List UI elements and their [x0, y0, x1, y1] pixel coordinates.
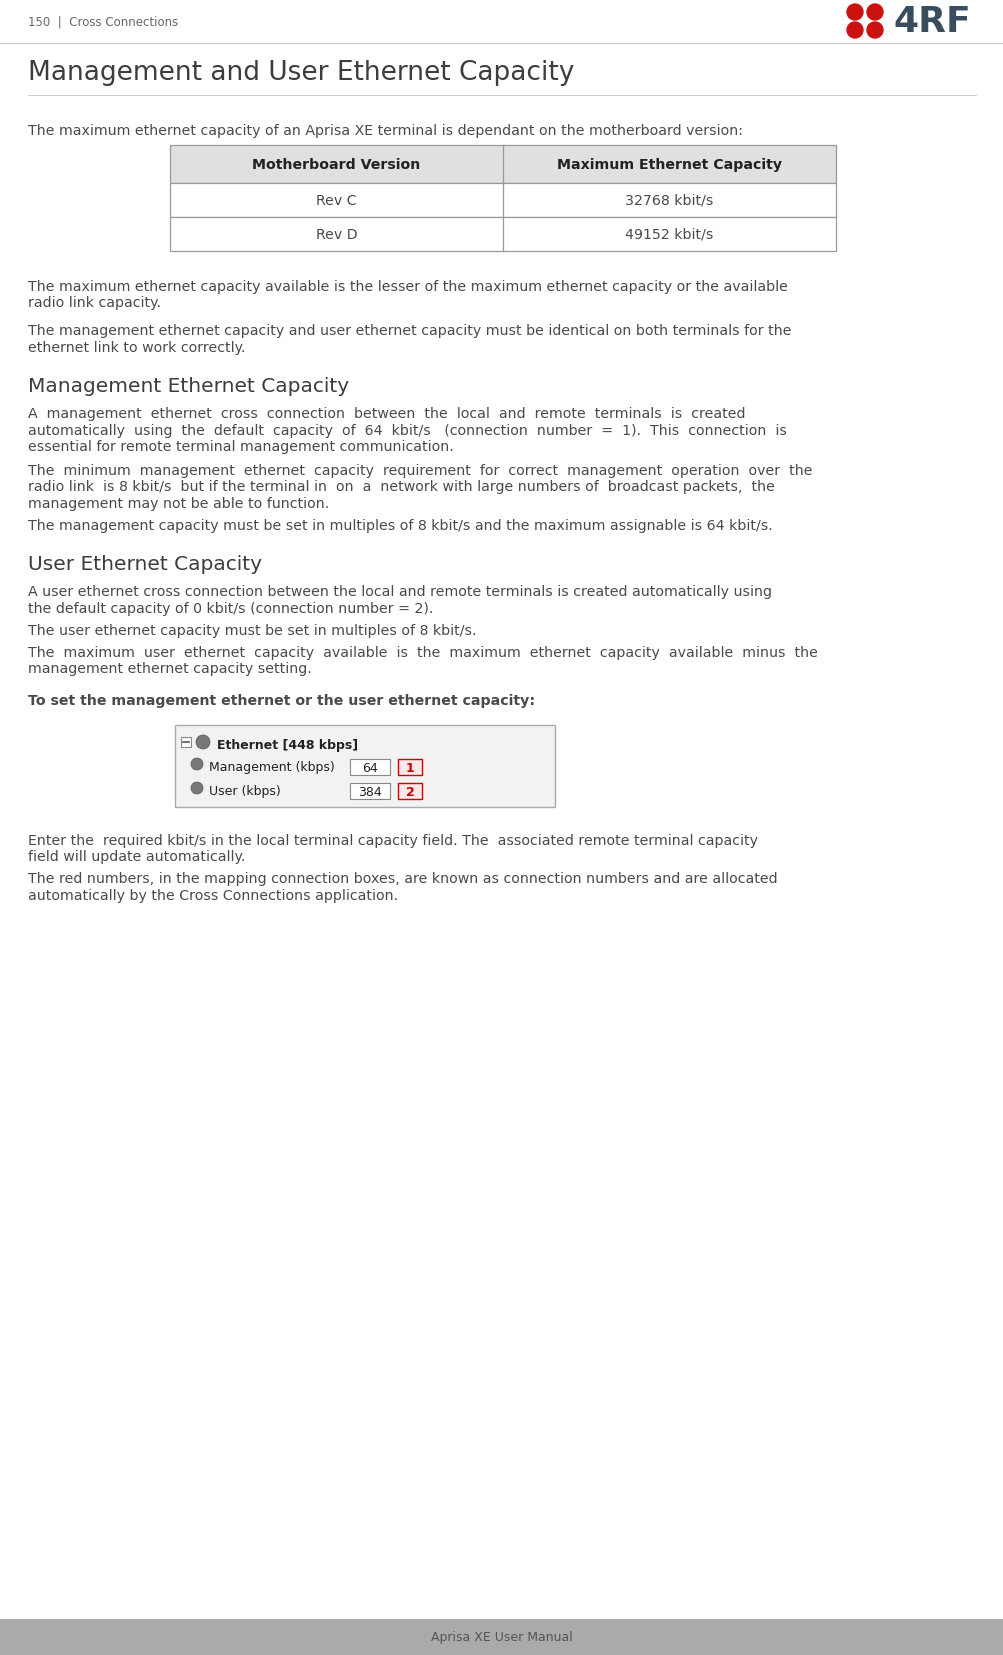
- Text: A  management  ethernet  cross  connection  between  the  local  and  remote  te: A management ethernet cross connection b…: [28, 407, 745, 420]
- Circle shape: [867, 5, 882, 22]
- Text: The maximum ethernet capacity available is the lesser of the maximum ethernet ca: The maximum ethernet capacity available …: [28, 280, 787, 295]
- Text: Management Ethernet Capacity: Management Ethernet Capacity: [28, 377, 349, 396]
- Bar: [397, 783, 421, 799]
- Text: Management (kbps): Management (kbps): [209, 761, 334, 773]
- Text: automatically by the Cross Connections application.: automatically by the Cross Connections a…: [28, 889, 398, 902]
- Bar: [0, 1619, 1003, 1655]
- Text: 64: 64: [362, 761, 377, 775]
- Text: The red numbers, in the mapping connection boxes, are known as connection number: The red numbers, in the mapping connecti…: [28, 872, 777, 885]
- Bar: [170, 184, 835, 218]
- Text: The  minimum  management  ethernet  capacity  requirement  for  correct  managem: The minimum management ethernet capacity…: [28, 463, 811, 478]
- Text: Rev C: Rev C: [316, 194, 356, 209]
- Text: The management ethernet capacity and user ethernet capacity must be identical on: The management ethernet capacity and use…: [28, 324, 790, 338]
- Text: Management and User Ethernet Capacity: Management and User Ethernet Capacity: [28, 60, 574, 86]
- Text: The user ethernet capacity must be set in multiples of 8 kbit/s.: The user ethernet capacity must be set i…: [28, 624, 476, 637]
- Text: radio link  is 8 kbit/s  but if the terminal in  on  a  network with large numbe: radio link is 8 kbit/s but if the termin…: [28, 480, 774, 495]
- Text: 4RF: 4RF: [892, 5, 970, 40]
- Text: The maximum ethernet capacity of an Aprisa XE terminal is dependant on the mothe: The maximum ethernet capacity of an Apri…: [28, 124, 742, 137]
- Text: 150  |  Cross Connections: 150 | Cross Connections: [28, 15, 179, 28]
- Text: Enter the  required kbit/s in the local terminal capacity field. The  associated: Enter the required kbit/s in the local t…: [28, 834, 757, 847]
- Bar: [350, 760, 389, 776]
- Text: User Ethernet Capacity: User Ethernet Capacity: [28, 554, 262, 574]
- Text: A user ethernet cross connection between the local and remote terminals is creat: A user ethernet cross connection between…: [28, 584, 771, 599]
- Text: 32768 kbit/s: 32768 kbit/s: [625, 194, 713, 209]
- Circle shape: [867, 23, 882, 40]
- Text: The  maximum  user  ethernet  capacity  available  is  the  maximum  ethernet  c: The maximum user ethernet capacity avail…: [28, 645, 817, 659]
- Bar: [397, 760, 421, 776]
- Text: Ethernet [448 kbps]: Ethernet [448 kbps]: [217, 738, 358, 751]
- Text: Aprisa XE User Manual: Aprisa XE User Manual: [430, 1630, 573, 1643]
- Text: field will update automatically.: field will update automatically.: [28, 851, 245, 864]
- Bar: [170, 218, 835, 252]
- Bar: [350, 783, 389, 799]
- Text: automatically  using  the  default  capacity  of  64  kbit/s   (connection  numb: automatically using the default capacity…: [28, 424, 786, 437]
- Circle shape: [847, 5, 863, 22]
- Text: 2: 2: [405, 784, 414, 798]
- Bar: [175, 725, 555, 808]
- Circle shape: [847, 23, 863, 40]
- Bar: [181, 738, 191, 748]
- Circle shape: [196, 735, 210, 750]
- Text: 1: 1: [405, 761, 414, 775]
- Text: the default capacity of 0 kbit/s (connection number = 2).: the default capacity of 0 kbit/s (connec…: [28, 601, 433, 616]
- Text: To set the management ethernet or the user ethernet capacity:: To set the management ethernet or the us…: [28, 693, 535, 708]
- Circle shape: [191, 783, 203, 794]
- Text: management ethernet capacity setting.: management ethernet capacity setting.: [28, 662, 312, 675]
- Text: management may not be able to function.: management may not be able to function.: [28, 496, 329, 511]
- Text: 49152 kbit/s: 49152 kbit/s: [625, 228, 713, 242]
- Text: radio link capacity.: radio link capacity.: [28, 296, 160, 311]
- Text: Rev D: Rev D: [315, 228, 357, 242]
- Text: Motherboard Version: Motherboard Version: [252, 157, 420, 172]
- Text: ethernet link to work correctly.: ethernet link to work correctly.: [28, 341, 246, 354]
- Text: User (kbps): User (kbps): [209, 784, 281, 798]
- Text: 384: 384: [358, 784, 381, 798]
- Text: essential for remote terminal management communication.: essential for remote terminal management…: [28, 440, 453, 453]
- Circle shape: [191, 758, 203, 771]
- Text: The management capacity must be set in multiples of 8 kbit/s and the maximum ass: The management capacity must be set in m…: [28, 518, 772, 533]
- Text: Maximum Ethernet Capacity: Maximum Ethernet Capacity: [557, 157, 781, 172]
- Bar: [170, 146, 835, 184]
